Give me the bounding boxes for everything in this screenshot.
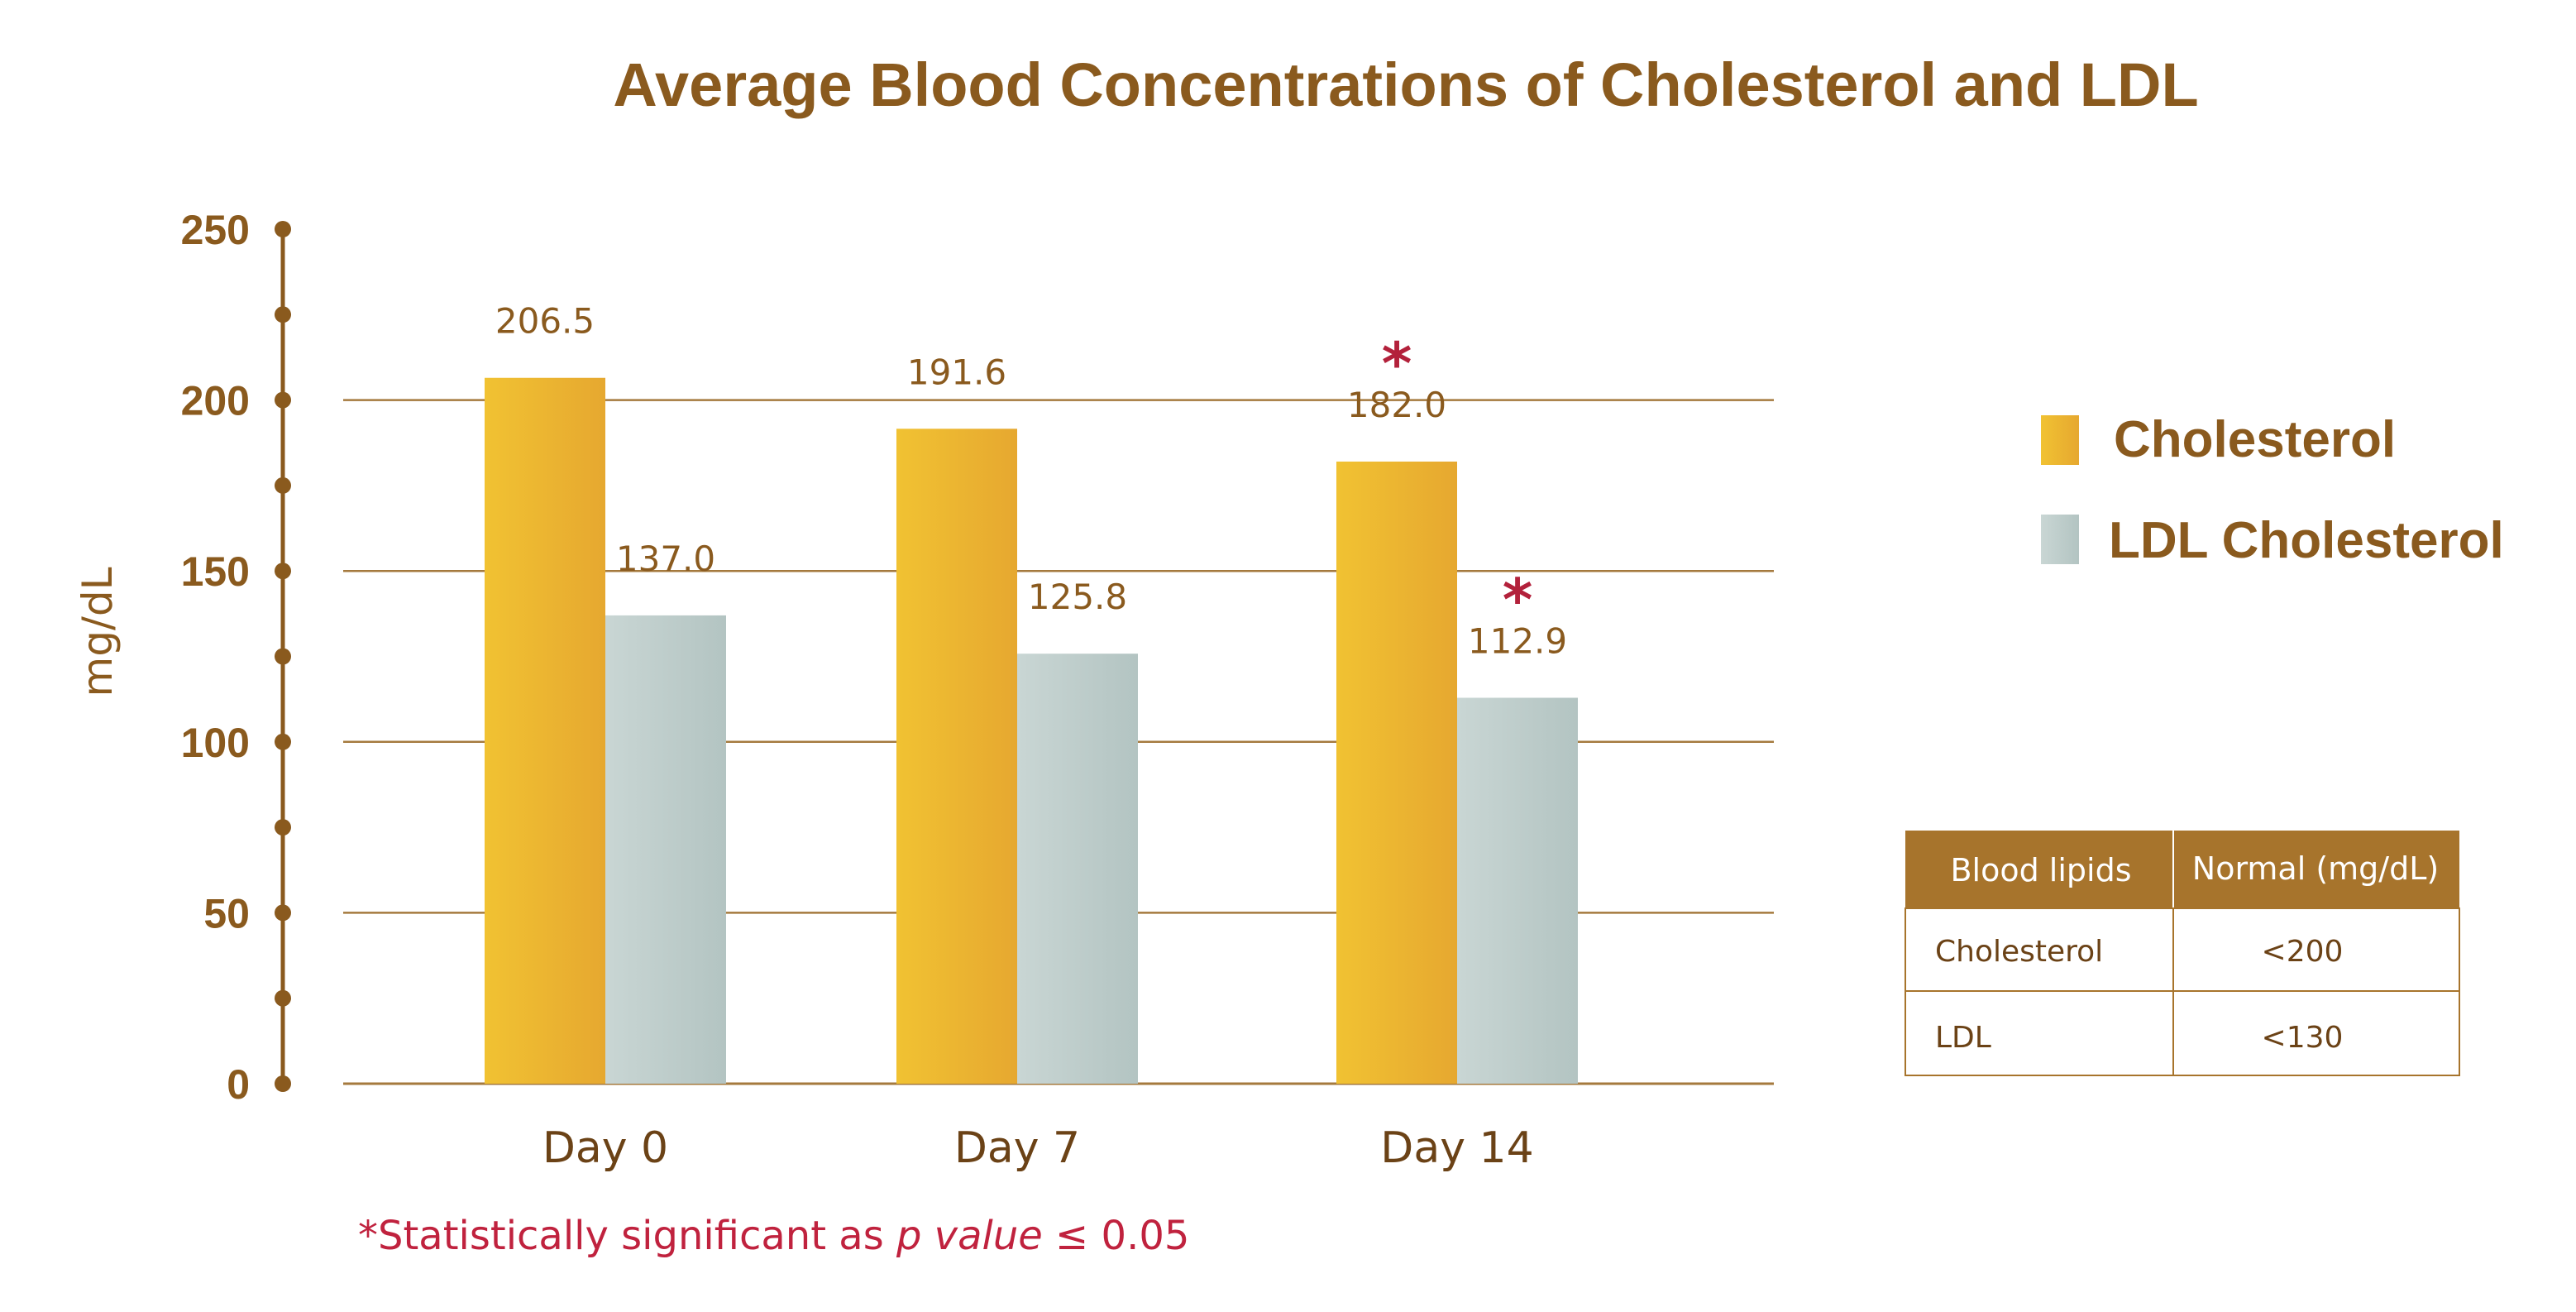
table-cell-row2-lipid: LDL xyxy=(1935,1021,1991,1055)
y-axis-dot xyxy=(275,989,291,1007)
y-axis-dot xyxy=(275,1075,291,1092)
y-axis-dot xyxy=(275,306,291,323)
data-label-ldl: 125.8 xyxy=(1028,577,1127,617)
table-cell-row1-normal: <200 xyxy=(2262,935,2344,969)
table-header-bg xyxy=(1905,831,2459,908)
table-header-normal: Normal (mg/dL) xyxy=(2192,850,2439,887)
y-tick-label: 200 xyxy=(181,378,250,424)
y-axis-dot xyxy=(275,221,291,237)
bar-cholesterol xyxy=(896,429,1017,1084)
legend-swatch-cholesterol xyxy=(2041,415,2079,465)
footnote-prefix: *Statistically significant as xyxy=(358,1213,896,1259)
bar-ldl xyxy=(605,615,726,1084)
y-axis-label: mg/dL xyxy=(74,567,122,697)
y-axis-dot xyxy=(275,563,291,580)
y-tick-label: 150 xyxy=(181,548,250,595)
data-label-cholesterol: 206.5 xyxy=(495,301,595,342)
table-header-lipids: Blood lipids xyxy=(1950,852,2131,888)
bar-ldl xyxy=(1457,697,1578,1084)
y-tick-label: 0 xyxy=(227,1061,250,1108)
y-axis-dot xyxy=(275,819,291,836)
chart-title: Average Blood Concentrations of Choleste… xyxy=(613,50,2198,119)
bar-ldl xyxy=(1017,654,1138,1084)
y-axis-dot xyxy=(275,648,291,665)
bars xyxy=(485,377,1578,1084)
y-axis-dot xyxy=(275,476,291,494)
y-tick-label: 50 xyxy=(203,890,250,936)
y-tick-label: 250 xyxy=(181,207,250,253)
x-tick-label: Day 7 xyxy=(954,1123,1080,1173)
y-axis: 0 50 100 150 200 250 xyxy=(181,207,291,1108)
y-tick-label: 100 xyxy=(181,720,250,766)
reference-table: Blood lipids Normal (mg/dL) Cholesterol … xyxy=(1905,831,2460,1076)
data-label-ldl: 137.0 xyxy=(616,539,715,579)
significance-star-cholesterol: * xyxy=(1382,330,1412,398)
bar-cholesterol xyxy=(485,377,605,1084)
data-label-cholesterol: 191.6 xyxy=(907,352,1006,392)
footnote-p-value: p value xyxy=(896,1213,1043,1259)
legend-label-ldl: LDL Cholesterol xyxy=(2109,512,2504,569)
significance-footnote: *Statistically significant as p value ≤ … xyxy=(358,1213,1189,1259)
footnote-suffix: ≤ 0.05 xyxy=(1043,1213,1190,1259)
table-cell-row1-lipid: Cholesterol xyxy=(1935,935,2103,969)
legend-label-cholesterol: Cholesterol xyxy=(2114,411,2396,468)
legend: Cholesterol LDL Cholesterol xyxy=(2041,411,2504,569)
y-axis-dot xyxy=(275,904,291,922)
data-label-ldl: 112.9 xyxy=(1468,620,1567,661)
legend-swatch-ldl xyxy=(2041,515,2079,564)
x-tick-label: Day 0 xyxy=(542,1123,668,1173)
data-label-cholesterol: 182.0 xyxy=(1347,385,1446,425)
significance-star-ldl: * xyxy=(1503,566,1533,634)
bar-cholesterol xyxy=(1336,461,1457,1084)
y-axis-dot xyxy=(275,733,291,750)
table-cell-row2-normal: <130 xyxy=(2262,1021,2344,1055)
x-tick-label: Day 14 xyxy=(1380,1123,1533,1173)
x-axis-ticks: Day 0 Day 7 Day 14 xyxy=(542,1123,1534,1173)
y-axis-dot xyxy=(275,391,291,409)
